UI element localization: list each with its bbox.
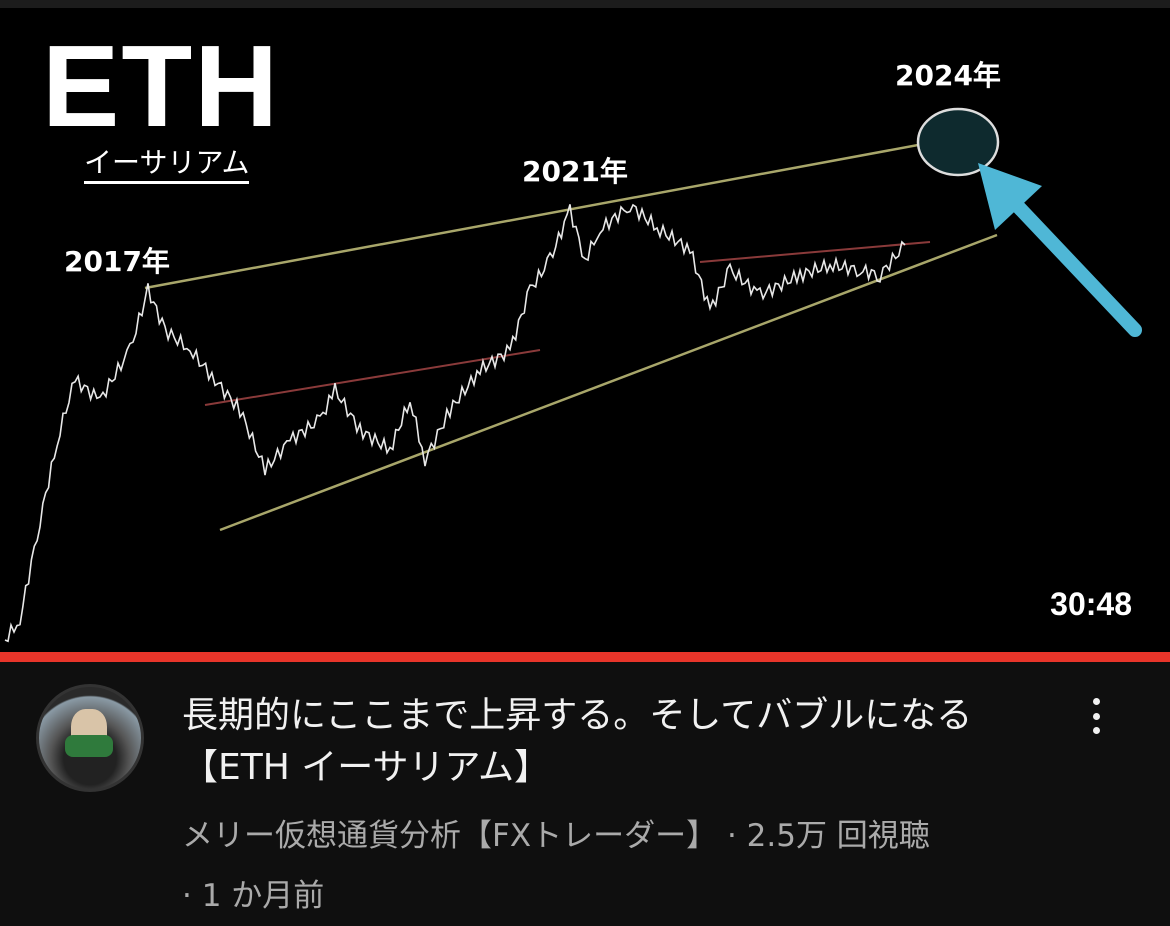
more-vert-icon[interactable] xyxy=(1080,694,1112,738)
thumbnail-chart-image xyxy=(4,107,1142,643)
upload-age: · 1 か月前 xyxy=(182,878,325,914)
video-thumbnail[interactable]: ETH イーサリアム 2017年 2021年 2024年 30:48 xyxy=(0,8,1170,652)
resistance-line-2 xyxy=(699,241,931,263)
upper-trendline xyxy=(144,133,973,290)
avatar-bear-shirt xyxy=(65,735,113,757)
lower-trendline xyxy=(219,233,998,532)
price-line xyxy=(4,203,906,643)
video-metadata: メリー仮想通貨分析【FXトレーダー】 · 2.5万 回視聴 · 1 か月前 xyxy=(182,806,1082,926)
video-duration: 30:48 xyxy=(1050,586,1132,622)
arrow-head xyxy=(978,163,1042,230)
view-count: · 2.5万 回視聴 xyxy=(726,818,930,854)
label-2024: 2024年 xyxy=(895,59,1001,92)
channel-name[interactable]: メリー仮想通貨分析【FXトレーダー】 xyxy=(182,818,718,854)
menu-dot xyxy=(1092,712,1100,720)
channel-avatar[interactable] xyxy=(36,684,144,792)
status-bar-strip xyxy=(0,0,1170,8)
target-circle xyxy=(916,107,1000,177)
thumbnail-logo-text: ETH xyxy=(42,21,280,151)
watch-progress-bar xyxy=(0,652,1170,662)
resistance-line-1 xyxy=(204,349,541,406)
video-title[interactable]: 長期的にここまで上昇する。そしてバブルになる【ETH イーサリアム】 xyxy=(182,695,973,788)
menu-dot xyxy=(1092,698,1100,705)
label-2021: 2021年 xyxy=(522,155,628,188)
menu-dot xyxy=(1092,727,1100,734)
arrow-shaft xyxy=(1003,191,1142,337)
thumbnail-logo-subtitle: イーサリアム xyxy=(84,147,250,184)
label-2017: 2017年 xyxy=(64,245,170,278)
